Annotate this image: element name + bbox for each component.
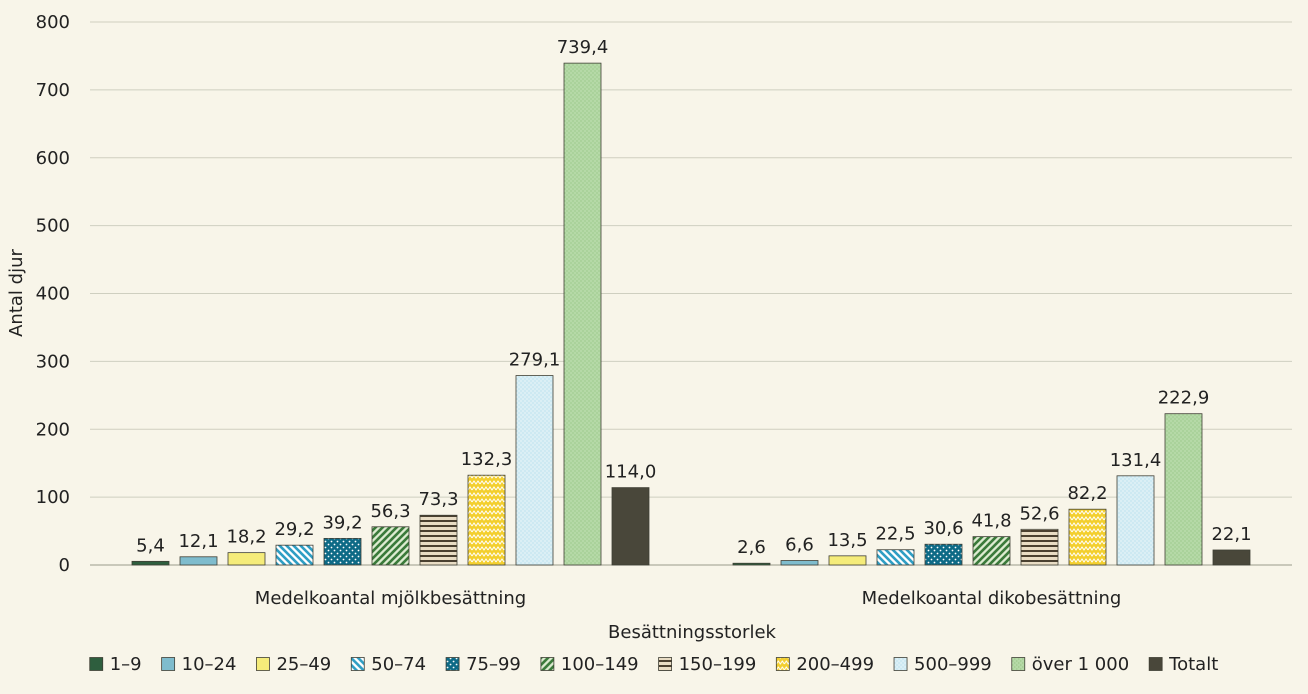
data-label: 279,1: [509, 350, 561, 371]
legend-swatch: [256, 657, 270, 671]
legend-item: över 1 000: [1011, 654, 1129, 675]
legend-label: 1–9: [110, 654, 142, 675]
legend-label: 100–149: [561, 654, 639, 675]
bar: [515, 375, 554, 566]
legend-swatch: [350, 657, 365, 671]
data-label: 56,3: [370, 501, 410, 522]
bar: [780, 560, 819, 566]
bar: [563, 62, 602, 566]
legend-item: Totalt: [1148, 654, 1218, 675]
y-tick-label: 100: [36, 487, 70, 508]
legend-label: 10–24: [182, 654, 237, 675]
data-label: 29,2: [274, 519, 314, 540]
y-axis-title: Antal djur: [6, 249, 27, 337]
data-label: 2,6: [737, 537, 766, 558]
gridlines: [90, 21, 1292, 566]
legend-label: 500–999: [914, 654, 992, 675]
bar: [828, 555, 867, 566]
legend-item: 25–49: [256, 654, 331, 675]
y-tick-label: 400: [36, 284, 70, 305]
data-label: 131,4: [1110, 450, 1162, 471]
bar: [419, 514, 458, 566]
bar: [972, 536, 1011, 566]
bar: [1164, 413, 1203, 566]
bar: [876, 549, 915, 566]
bar: [732, 562, 771, 566]
legend-swatch: [1148, 657, 1163, 671]
legend-swatch: [893, 657, 908, 671]
data-label: 73,3: [418, 489, 458, 510]
legend-label: 50–74: [371, 654, 426, 675]
legend-item: 200–499: [775, 654, 874, 675]
legend-label: 150–199: [679, 654, 757, 675]
data-label: 52,6: [1019, 503, 1059, 524]
bar: [227, 552, 266, 566]
legend-swatch: [445, 657, 460, 671]
legend-swatch: [1011, 657, 1026, 671]
y-tick-label: 500: [36, 216, 70, 237]
x-category-label: Medelkoantal dikobesättning: [862, 588, 1122, 609]
legend-item: 100–149: [540, 654, 639, 675]
legend-swatch: [89, 657, 104, 671]
legend-swatch: [161, 657, 176, 671]
data-label: 30,6: [923, 518, 963, 539]
y-tick-label: 0: [59, 555, 70, 576]
data-label: 5,4: [136, 535, 165, 556]
data-label: 12,1: [178, 531, 218, 552]
legend-label: 75–99: [466, 654, 521, 675]
legend-label: Totalt: [1168, 654, 1218, 675]
legend-swatch: [658, 657, 673, 671]
y-axis-ticks: 0 100 200 300 400 500 600 700 800: [36, 12, 70, 576]
data-label: 22,5: [875, 524, 915, 545]
bar: [1116, 475, 1155, 566]
legend-item: 50–74: [350, 654, 426, 675]
bar: [1068, 508, 1107, 566]
bar: [467, 474, 506, 566]
bar: [924, 543, 963, 566]
data-label: 114,0: [605, 462, 657, 483]
bar: [131, 560, 170, 566]
x-axis-title: Besättningsstorlek: [608, 622, 776, 643]
bar: [1212, 549, 1251, 566]
data-label: 739,4: [557, 37, 609, 58]
data-label: 41,8: [971, 511, 1011, 532]
legend-item: 150–199: [658, 654, 757, 675]
y-tick-label: 600: [36, 148, 70, 169]
bar: [611, 487, 650, 566]
bar: [1020, 528, 1059, 566]
bar: [323, 537, 362, 566]
data-label: 132,3: [461, 449, 513, 470]
y-tick-label: 300: [36, 351, 70, 372]
legend-item: 75–99: [445, 654, 521, 675]
data-label: 18,2: [226, 527, 266, 548]
data-label: 82,2: [1067, 483, 1107, 504]
data-label: 13,5: [827, 530, 867, 551]
legend-label: 25–49: [276, 654, 331, 675]
data-label: 22,1: [1211, 524, 1251, 545]
bar: [179, 556, 218, 566]
legend-item: 500–999: [893, 654, 992, 675]
legend-label: 200–499: [796, 654, 874, 675]
x-category-label: Medelkoantal mjölkbesättning: [255, 588, 526, 609]
legend-swatch: [775, 657, 790, 671]
x-axis-categories: Medelkoantal mjölkbesättning Medelkoantal…: [255, 588, 1122, 609]
legend-label: över 1 000: [1032, 654, 1129, 675]
legend: 1–9 10–24 25–49 50–74 75–99 100–149 150–199 200…: [89, 654, 1218, 675]
y-tick-label: 800: [36, 12, 70, 33]
data-label: 222,9: [1158, 388, 1210, 409]
y-tick-label: 200: [36, 419, 70, 440]
y-tick-label: 700: [36, 80, 70, 101]
legend-item: 10–24: [161, 654, 237, 675]
data-label: 6,6: [785, 535, 814, 556]
legend-swatch: [540, 657, 555, 671]
data-label: 39,2: [322, 512, 362, 533]
bar: [371, 526, 410, 566]
legend-item: 1–9: [89, 654, 142, 675]
bar: [275, 544, 314, 566]
